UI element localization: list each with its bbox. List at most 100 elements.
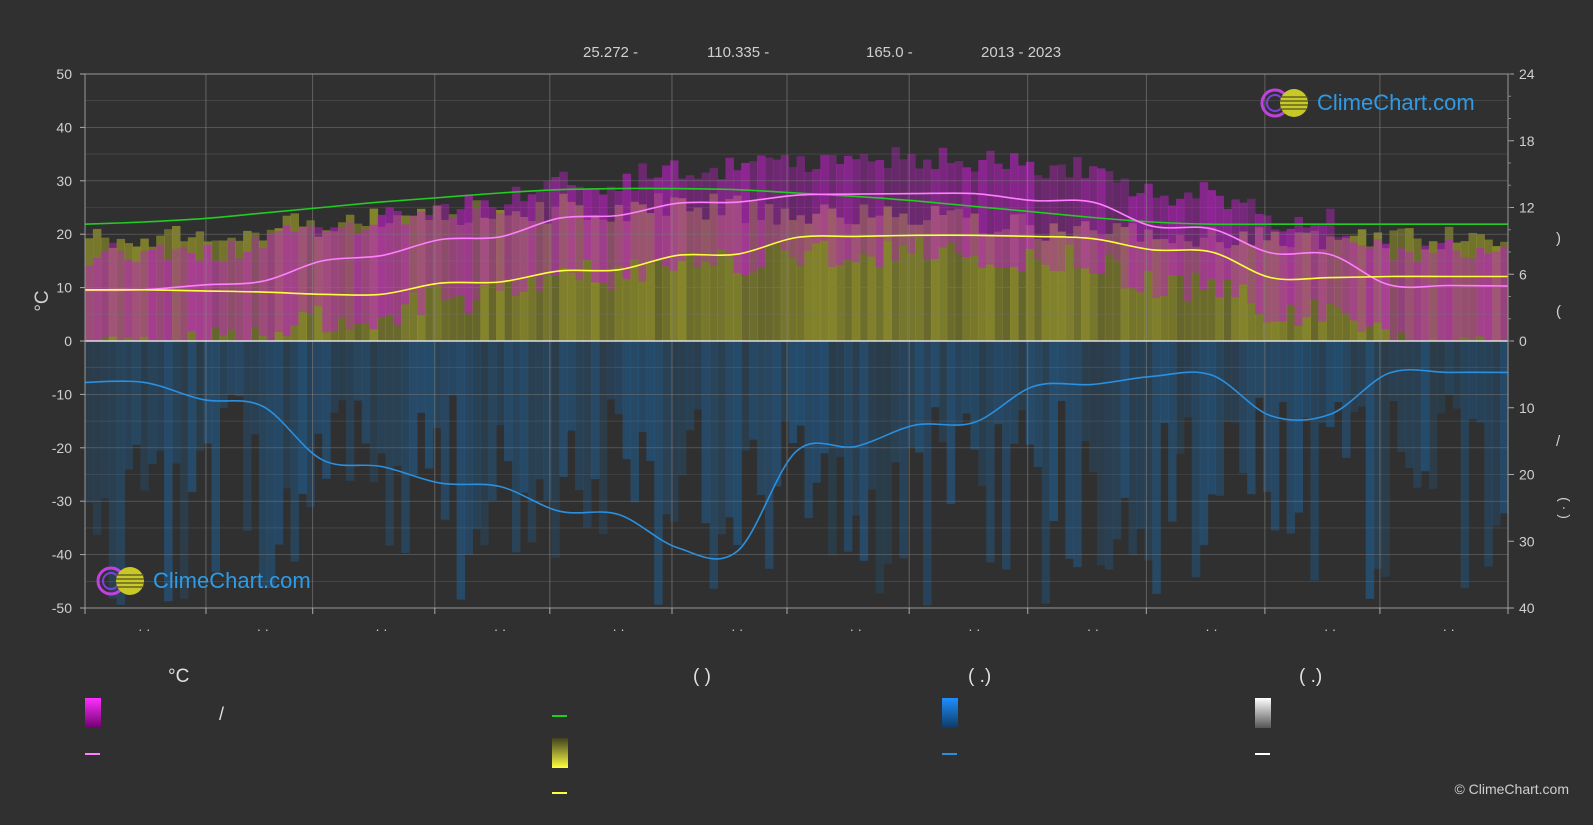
sunshine-band [424,219,434,341]
temperature-range-band [559,171,568,269]
temperature-range-band [930,169,940,260]
temperature-range-band [432,204,442,285]
precipitation-band [1421,341,1430,472]
sunshine-band [970,213,979,341]
precipitation-band [749,341,758,440]
sunshine-band [915,224,924,341]
sunshine-band [440,219,450,341]
chart-svg: 50 40 30 20 10 0 -10 -20 -30 -40 -50 °C 24 18 12 6 0 10 20… [32,66,1573,637]
precipitation-band [385,341,394,546]
temperature-range-band [1215,195,1224,298]
precipitation-band [1365,341,1375,599]
precipitation-band [1476,341,1485,423]
sunshine-band [804,223,813,341]
sunshine-band [1452,242,1462,341]
month-tick-label: · · [968,622,980,637]
precipitation-band [1357,341,1367,407]
sunshine-band [1120,227,1130,341]
precipitation-band [1239,341,1248,474]
precipitation-band [946,341,956,505]
temperature-range-band [1002,169,1011,268]
temperature-range-band [677,178,687,261]
sunshine-band [788,220,798,341]
temperature-range-band [654,177,663,261]
temperature-range-band [828,155,837,267]
sunshine-band [962,217,971,341]
temperature-range-band [377,214,386,318]
right-sun-tick-label: 0 [1519,333,1527,349]
temperature-range-band [424,214,434,288]
precipitation-band [314,341,323,434]
temperature-range-band [116,250,126,341]
sunshine-band [725,199,734,341]
precipitation-band [1144,341,1153,561]
sunshine-band [511,211,521,341]
sunshine-band [1357,229,1367,341]
temperature-range-band [504,204,513,281]
precipitation-band [1073,341,1082,568]
left-tick-label: -20 [52,440,72,456]
sunshine-band [1428,241,1438,341]
right-axis-label-lower-unit: ( · ) [1557,497,1573,519]
temperature-range-band [978,160,987,268]
precipitation-band [527,341,537,543]
temperature-range-band [1326,208,1335,304]
precipitation-band [92,341,102,535]
precipitation-band [938,341,948,443]
precipitation-band [883,341,892,564]
temperature-range-band [203,244,213,341]
copyright: © ClimeChart.com [1454,781,1569,797]
temperature-range-band [772,159,782,245]
temperature-range-band [575,186,584,281]
temperature-range-band [685,175,695,252]
temperature-range-band [393,211,402,325]
precipitation-band [1468,341,1477,419]
temperature-range-band [1041,178,1051,265]
sunshine-band [1342,237,1351,341]
temperature-range-band [92,257,102,341]
precipitation-band [124,341,133,470]
temperature-range-band [1476,247,1485,337]
sunshine-band [938,215,948,341]
precipitation-band [243,341,252,531]
sunshine-band [535,202,545,341]
temperature-range-band [1302,227,1311,318]
precipitation-band [891,341,900,463]
legend-daylight-swatch [552,715,567,717]
precipitation-band [448,341,458,396]
temperature-range-band [733,170,742,273]
precipitation-band [1310,341,1319,581]
sunshine-band [875,215,885,341]
temperature-range-band [156,244,165,341]
precipitation-band [1191,341,1201,578]
precipitation-band [179,341,189,599]
precipitation-band [282,341,292,489]
precipitation-band [338,341,347,401]
precipitation-band [235,341,244,397]
precipitation-band [1247,341,1256,495]
temperature-range-band [306,225,315,314]
sunshine-band [1405,228,1414,341]
sunshine-band [1057,231,1066,341]
temperature-range-band [717,179,726,250]
temperature-range-band [274,230,284,332]
precipitation-band [741,341,750,451]
precipitation-band [994,341,1003,425]
legend-snow-mean-swatch [1255,753,1270,755]
temperature-range-band [1144,183,1153,271]
precipitation-band [757,341,766,496]
temperature-range-band [1428,252,1438,340]
precipitation-band [1120,341,1130,498]
temperature-range-band [1160,195,1169,297]
precipitation-band [440,341,450,520]
precipitation-band [1128,341,1137,556]
precipitation-band [654,341,663,605]
precipitation-band [733,341,742,546]
right-sun-tick-label: 12 [1519,200,1535,216]
temperature-range-band [836,164,845,265]
sunshine-band [851,224,861,341]
sunshine-band [559,193,568,341]
temperature-range-band [741,162,750,276]
left-tick-label: 30 [56,173,72,189]
sunshine-band [685,211,695,341]
